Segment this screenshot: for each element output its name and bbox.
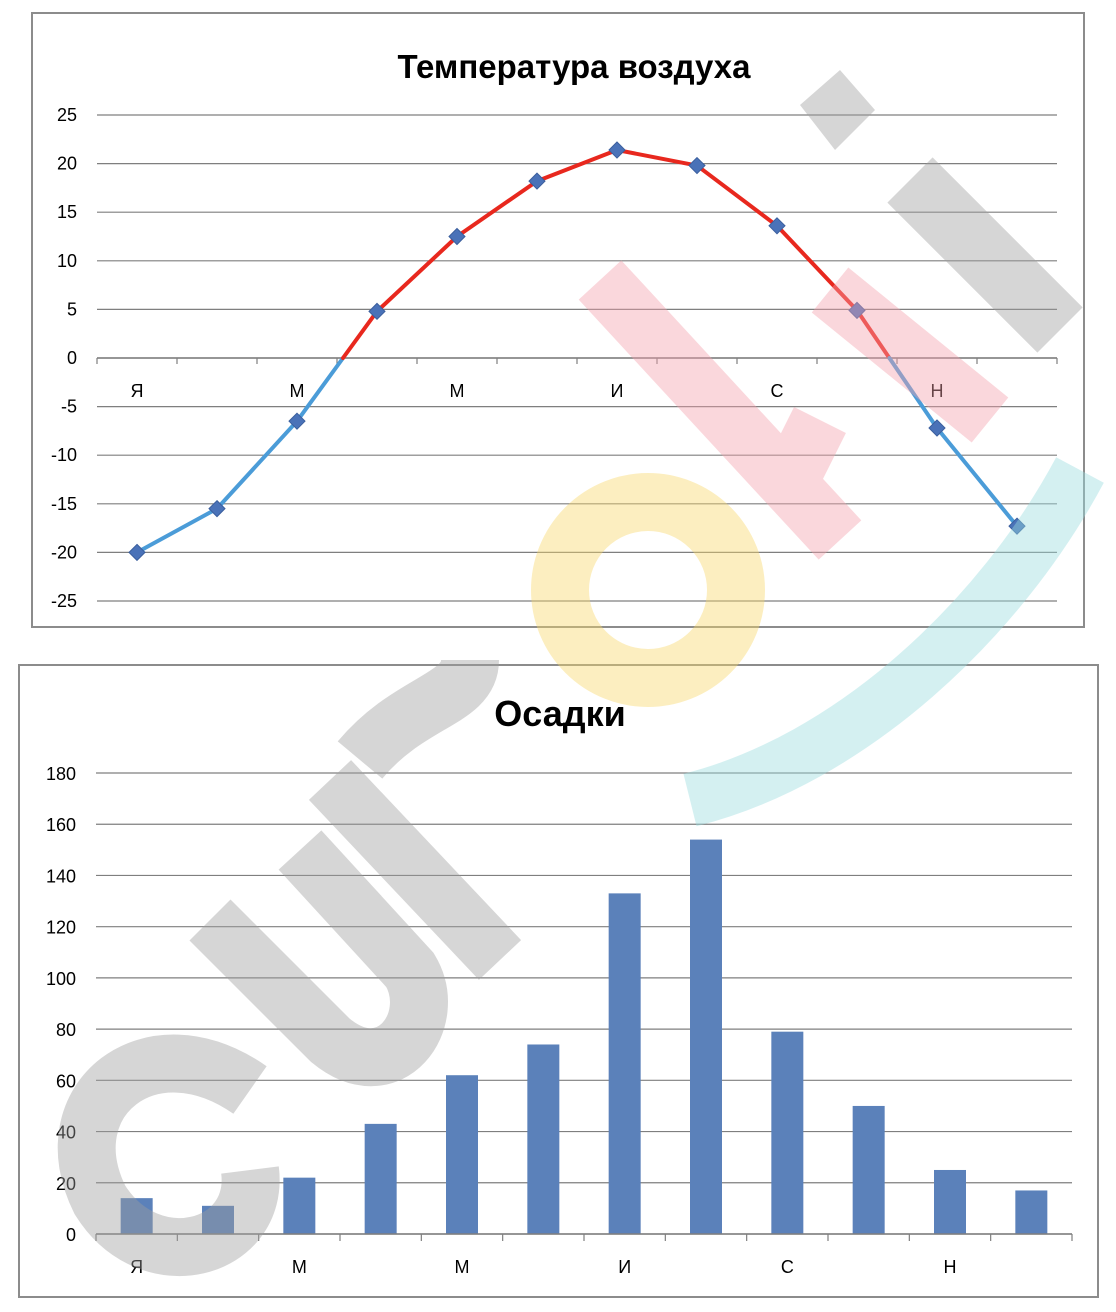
temperature-series-line: [135, 147, 1019, 555]
precipitation-chart-canvas: Осадки 180 160 140 120 100 80 60 40 20 0 Я М М И С Н: [46, 693, 1073, 1277]
precipitation-bar: [202, 1205, 234, 1234]
temperature-y-tick-label: 20: [57, 154, 77, 174]
temperature-point-marker: [528, 172, 546, 190]
precipitation-bar: [364, 1123, 397, 1234]
precipitation-bar: [690, 839, 722, 1234]
temperature-point-marker: [688, 156, 706, 175]
precipitation-x-tick-label: М: [292, 1257, 307, 1277]
precipitation-bar: [852, 1105, 885, 1234]
precipitation-x-tick-label: С: [781, 1257, 794, 1277]
temperature-y-tick-label: -10: [51, 445, 77, 465]
precipitation-chart: Осадки 180 160 140 120 100 80 60 40 20 0 Я М М И С Н: [18, 664, 1099, 1298]
precipitation-bar: [120, 1198, 153, 1234]
temperature-line-segment-below-zero: [295, 356, 346, 424]
temperature-line-segment-above-zero: [375, 234, 459, 314]
precipitation-bar: [934, 1169, 966, 1234]
temperature-point-marker: [368, 302, 386, 321]
precipitation-y-tick-label: 100: [46, 969, 76, 989]
temperature-line-segment-above-zero: [695, 163, 779, 228]
temperature-line-segment-above-zero: [535, 147, 619, 184]
temperature-line-segment-above-zero: [775, 223, 859, 313]
temperature-point-marker: [288, 412, 306, 430]
temperature-point-marker: [928, 419, 946, 437]
temperature-y-tick-label: 15: [57, 202, 77, 222]
precipitation-y-tick-label: 80: [56, 1020, 76, 1040]
temperature-y-tick-label: -5: [61, 397, 77, 417]
precipitation-bar: [283, 1177, 316, 1234]
temperature-y-tick-label: 0: [67, 348, 77, 368]
temperature-point-marker: [208, 499, 226, 518]
precipitation-chart-title: Осадки: [494, 693, 625, 734]
temperature-y-tick-label: 10: [57, 251, 77, 271]
precipitation-y-tick-label: 0: [66, 1225, 76, 1245]
temperature-point-marker: [608, 141, 626, 159]
precipitation-x-tick-label: И: [618, 1257, 631, 1277]
precipitation-x-tick-label: М: [455, 1257, 470, 1277]
temperature-x-tick-label: М: [450, 381, 465, 401]
precipitation-bar: [446, 1075, 478, 1234]
precipitation-y-tick-label: 60: [56, 1071, 76, 1091]
precipitation-y-tick-label: 40: [56, 1123, 76, 1143]
precipitation-y-tick-label: 160: [46, 815, 76, 835]
precipitation-gridlines: [96, 772, 1072, 1235]
temperature-y-tick-label: -20: [51, 542, 77, 562]
temperature-point-marker: [848, 301, 866, 320]
temperature-x-tick-label: С: [771, 381, 784, 401]
temperature-point-marker: [128, 543, 146, 562]
temperature-y-tick-label: -15: [51, 494, 77, 514]
temperature-line-segment-below-zero: [215, 419, 299, 511]
temperature-y-tick-label: 5: [67, 299, 77, 319]
temperature-x-tick-label: И: [611, 381, 624, 401]
temperature-line-segment-below-zero: [935, 425, 1019, 529]
precipitation-bar: [771, 1031, 804, 1234]
precipitation-x-tick-label: Я: [130, 1257, 143, 1277]
temperature-chart-canvas: Температура воздуха 25 20 15 10 5 0 -5 -10 -15 -2…: [51, 48, 1058, 611]
temperature-line-segment-below-zero: [887, 356, 939, 430]
precipitation-bar: [527, 1044, 560, 1234]
temperature-line-segment-above-zero: [855, 308, 892, 360]
temperature-point-marker: [768, 217, 786, 235]
precipitation-x-tick-label: Н: [944, 1257, 957, 1277]
temperature-y-tick-label: 25: [57, 105, 77, 125]
temperature-line-segment-above-zero: [455, 179, 539, 239]
temperature-x-tick-label: Н: [931, 381, 944, 401]
temperature-x-tick-label: М: [290, 381, 305, 401]
precipitation-y-tick-label: 140: [46, 866, 76, 886]
temperature-chart-title: Температура воздуха: [397, 48, 751, 85]
temperature-line-segment-below-zero: [135, 506, 219, 555]
precipitation-bar: [608, 893, 641, 1234]
precipitation-y-tick-label: 120: [46, 918, 76, 938]
precipitation-y-tick-label: 180: [46, 764, 76, 784]
temperature-point-marker: [1008, 517, 1026, 535]
temperature-x-tick-label: Я: [131, 381, 144, 401]
temperature-y-tick-label: -25: [51, 591, 77, 611]
temperature-line-segment-above-zero: [341, 309, 379, 360]
temperature-point-marker: [448, 227, 466, 246]
temperature-chart: Температура воздуха 25 20 15 10 5 0 -5 -10 -15 -2…: [31, 12, 1085, 628]
temperature-line-segment-above-zero: [615, 147, 699, 168]
precipitation-y-tick-label: 20: [56, 1174, 76, 1194]
precipitation-bar: [1015, 1190, 1048, 1234]
